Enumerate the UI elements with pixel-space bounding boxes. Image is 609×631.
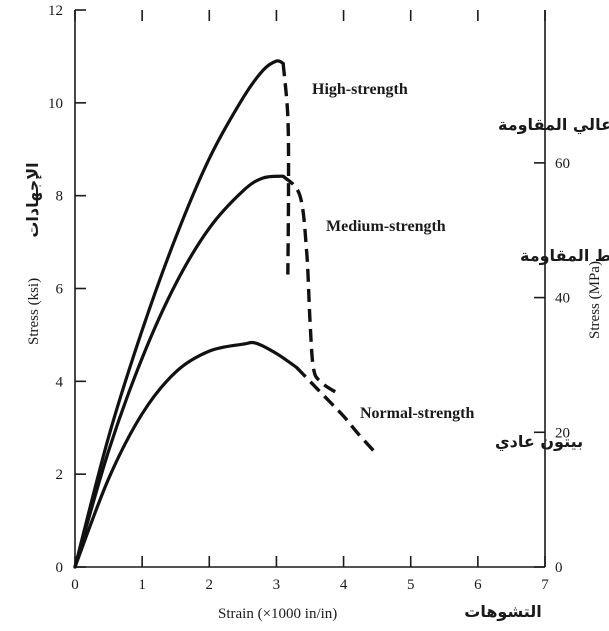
left-y-axis-title-arabic: الإجهادات: [23, 162, 42, 237]
right-y-tick-label: 0: [555, 560, 563, 576]
curves: [73, 59, 376, 569]
x-tick-label: 1: [138, 577, 146, 593]
right-y-tick-label: 40: [555, 291, 570, 307]
label-high-strength-arabic: بيتون عالي المقاومة: [498, 115, 609, 135]
axes: [74, 10, 546, 568]
x-tick-label: 0: [71, 577, 79, 593]
label-normal-strength-arabic: بيتون عادي: [495, 432, 583, 452]
right-y-tick-label: 20: [555, 425, 570, 441]
right-y-tick-label: 60: [555, 156, 570, 172]
x-tick-label: 2: [206, 577, 214, 593]
left-y-tick-label: 12: [48, 3, 63, 19]
left-y-tick-label: 8: [56, 189, 64, 205]
label-medium-strength: Medium-strength: [326, 218, 446, 235]
left-y-tick-label: 10: [48, 96, 63, 112]
x-axis-title: Strain (×1000 in/in): [218, 606, 337, 622]
curve-medium-strength-solid: [73, 174, 285, 569]
curve-medium-strength-dashed: [281, 174, 338, 395]
label-normal-strength: Normal-strength: [360, 405, 474, 422]
curve-normal-strength-solid: [73, 340, 299, 569]
left-y-axis-title: Stress (ksi): [26, 278, 42, 345]
left-y-tick-label: 4: [56, 374, 64, 390]
label-medium-strength-arabic: بيتون متوسط المقاومة: [520, 246, 609, 265]
left-y-tick-label: 0: [56, 560, 64, 576]
x-tick-label: 4: [340, 577, 348, 593]
right-y-axis-title: Stress (MPa): [587, 261, 603, 339]
curve-normal-strength-dashed: [295, 366, 376, 453]
label-high-strength: High-strength: [312, 81, 408, 98]
x-axis-title-arabic: التشوهات: [464, 602, 542, 621]
tick-marks: [74, 9, 546, 568]
left-y-tick-label: 2: [56, 467, 64, 483]
x-tick-label: 6: [474, 577, 482, 593]
curve-high-strength-solid: [73, 59, 285, 569]
x-tick-label: 5: [407, 577, 415, 593]
left-y-tick-label: 6: [56, 282, 64, 298]
x-tick-label: 3: [273, 577, 281, 593]
x-tick-label: 7: [541, 577, 549, 593]
curve-high-strength-dashed: [281, 63, 291, 275]
